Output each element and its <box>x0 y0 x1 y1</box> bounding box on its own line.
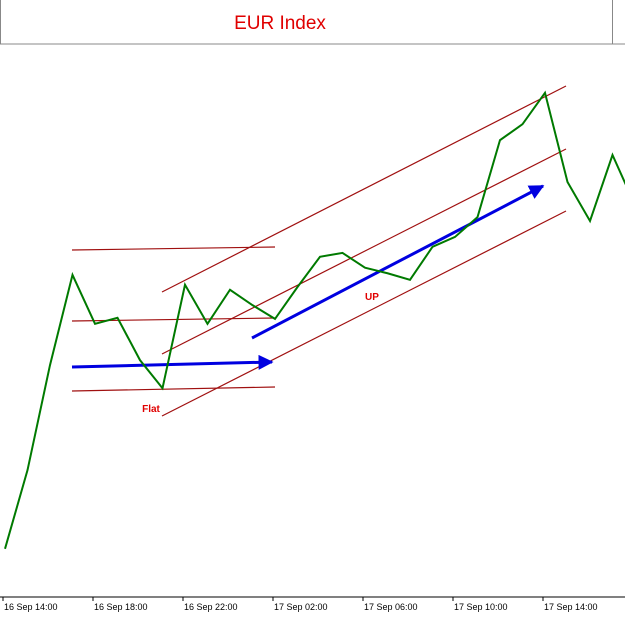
chart-title: EUR Index <box>234 13 326 34</box>
x-tick-label: 16 Sep 22:00 <box>184 602 238 612</box>
annotation: Flat <box>142 404 160 415</box>
x-tick-label: 17 Sep 10:00 <box>454 602 508 612</box>
up-arrow <box>251 184 545 340</box>
x-tick-label: 16 Sep 18:00 <box>94 602 148 612</box>
channel-line <box>161 148 567 355</box>
x-tick-label: 17 Sep 02:00 <box>274 602 328 612</box>
series-line <box>4 90 625 550</box>
channel-line <box>71 246 276 251</box>
channel-line <box>161 85 567 293</box>
plot-area <box>4 90 625 550</box>
channel-line <box>71 386 276 392</box>
x-tick-label: 16 Sep 14:00 <box>4 602 58 612</box>
x-tick-label: 17 Sep 14:00 <box>544 602 598 612</box>
flat-arrow <box>71 354 274 370</box>
x-tick-label: 17 Sep 06:00 <box>364 602 418 612</box>
up-channel <box>161 85 567 417</box>
annotation: UP <box>365 292 379 303</box>
channel-line <box>161 210 567 417</box>
